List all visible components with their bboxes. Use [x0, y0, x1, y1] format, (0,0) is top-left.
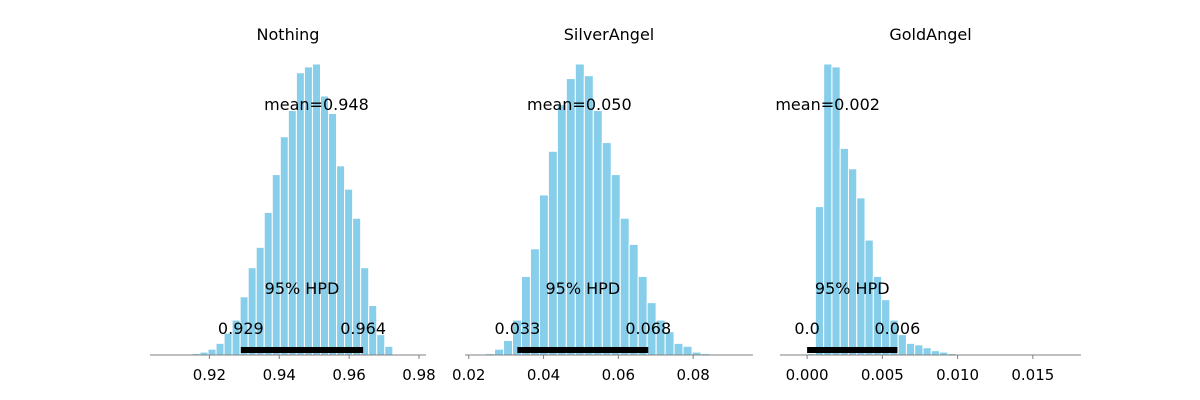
mean-label: mean=0.050 — [527, 95, 632, 114]
x-tick-label: 0.08 — [676, 366, 709, 384]
x-tick-label: 0.015 — [1011, 366, 1054, 384]
histogram-bar — [905, 342, 916, 356]
chart-title: SilverAngel — [564, 25, 654, 44]
histogram-bar — [610, 174, 621, 356]
histogram-bar — [529, 248, 540, 356]
x-tick-label: 0.010 — [936, 366, 979, 384]
histogram-bar — [271, 174, 281, 356]
x-tick-label: 0.02 — [452, 366, 485, 384]
histogram-bar — [565, 78, 576, 356]
histogram-bar — [556, 104, 567, 356]
histogram-bar — [637, 275, 648, 356]
x-tick-label: 0.06 — [602, 366, 635, 384]
histogram-bar — [592, 110, 603, 356]
hpd-low-label: 0.0 — [794, 319, 819, 338]
mean-label: mean=0.002 — [775, 95, 880, 114]
hpd-label: 95% HPD — [545, 279, 620, 298]
hpd-high-label: 0.964 — [340, 319, 386, 338]
x-tick-label: 0.94 — [263, 366, 296, 384]
chart-panel-nothing: 0.92 0.94 0.96 0.98 Nothing mean=0.948 95% HPD… — [150, 25, 436, 384]
x-tick-label: 0.000 — [786, 366, 829, 384]
histogram-bar — [215, 342, 225, 356]
histogram-bar — [494, 348, 505, 356]
histogram-bar — [839, 147, 849, 356]
chart-panel-goldangel: 0.000 0.005 0.010 0.015 GoldAngel mean=0.002 9… — [775, 25, 1081, 384]
hpd-label: 95% HPD — [815, 279, 890, 298]
mean-label: mean=0.948 — [264, 95, 369, 114]
histogram-bar — [601, 142, 612, 356]
histogram-bar — [914, 344, 924, 356]
hpd-low-label: 0.033 — [494, 319, 540, 338]
x-tick-label: 0.005 — [861, 366, 904, 384]
hpd-high-label: 0.068 — [625, 319, 671, 338]
histogram-bar — [384, 345, 394, 356]
hpd-label: 95% HPD — [265, 279, 340, 298]
histogram-bar — [547, 150, 558, 356]
chart-panel-silverangel: 0.02 0.04 0.06 0.08 SilverAngel mean=0.050 95%… — [452, 25, 753, 384]
chart-title: GoldAngel — [889, 25, 971, 44]
hpd-low-label: 0.929 — [218, 319, 264, 338]
histogram-bar — [628, 243, 639, 356]
x-tick-label: 0.04 — [527, 366, 560, 384]
histogram-bar — [255, 246, 265, 356]
histogram-bar — [360, 267, 370, 356]
x-tick-label: 0.98 — [402, 366, 435, 384]
histogram-bar — [856, 197, 866, 356]
x-tick-label: 0.92 — [193, 366, 226, 384]
histogram-bar — [295, 72, 305, 356]
histogram-bar — [520, 275, 531, 356]
histogram-bar — [673, 342, 684, 356]
histogram-bar — [682, 345, 693, 356]
chart-title: Nothing — [257, 25, 320, 44]
histogram-bar — [583, 75, 594, 356]
hpd-high-label: 0.006 — [874, 319, 920, 338]
histogram-bar — [207, 348, 217, 356]
histogram-bar — [247, 267, 257, 356]
histogram-bar — [503, 339, 514, 356]
x-tick-label: 0.96 — [332, 366, 365, 384]
histogram-bar — [930, 350, 941, 356]
histogram-bar — [287, 110, 297, 356]
histogram-bar — [847, 168, 858, 356]
histogram-bar — [538, 194, 549, 356]
histogram-bar — [922, 347, 932, 356]
histogram-bar — [319, 95, 330, 356]
histogram-bar — [328, 112, 338, 356]
histogram-bar — [279, 136, 289, 356]
